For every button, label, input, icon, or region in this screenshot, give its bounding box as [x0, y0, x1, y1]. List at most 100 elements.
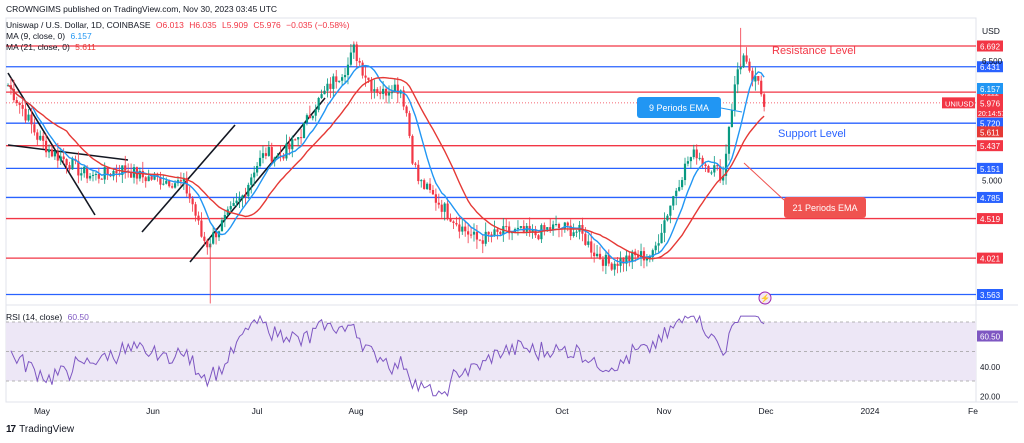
- candle-body: [719, 166, 722, 181]
- candle-body: [329, 83, 332, 89]
- publisher-text: CROWNGIMS published on TradingView.com, …: [6, 4, 278, 14]
- candle-body: [86, 166, 89, 179]
- ma9-legend[interactable]: MA (9, close, 0) 6.157: [6, 31, 95, 41]
- candle-body: [15, 100, 18, 104]
- candle-body: [742, 55, 745, 68]
- candle-body: [68, 165, 71, 170]
- candle-body: [695, 149, 698, 159]
- candle-body: [247, 184, 250, 197]
- candle-body: [610, 263, 613, 270]
- ma9-value: 6.157: [70, 31, 92, 41]
- candle-body: [168, 180, 171, 187]
- rsi-legend[interactable]: RSI (14, close) 60.50: [6, 312, 92, 322]
- candle-body: [724, 153, 728, 176]
- candle-body: [707, 166, 710, 173]
- candle-body: [384, 88, 388, 96]
- symbol-name: Uniswap / U.S. Dollar, 1D, COINBASE: [6, 20, 151, 30]
- candle-body: [713, 165, 716, 173]
- event-marker-glyph: ⚡: [760, 293, 770, 303]
- candle-body: [704, 164, 707, 167]
- candle-body: [487, 231, 490, 235]
- candle-body: [716, 165, 719, 167]
- candle-body: [540, 225, 543, 240]
- candle-body: [396, 84, 399, 94]
- candle-body: [91, 174, 95, 176]
- ma21-legend[interactable]: MA (21, close, 0) 5.611: [6, 42, 99, 52]
- candle-body: [678, 187, 681, 191]
- candle-body: [346, 64, 350, 76]
- price-badge: [977, 97, 1003, 118]
- candle-body: [387, 92, 391, 96]
- candle-body: [147, 176, 150, 182]
- candle-body: [666, 215, 669, 221]
- candle-body: [722, 175, 725, 181]
- candle-body: [282, 155, 285, 159]
- level-label: 6.431: [980, 63, 1001, 72]
- candle-body: [543, 225, 546, 230]
- candle-body: [200, 220, 203, 237]
- time-tick-label: Jun: [146, 406, 160, 416]
- candle-body: [97, 173, 100, 179]
- price-badge-label: 5.976: [980, 99, 1001, 108]
- time-tick-label: Jul: [252, 406, 263, 416]
- candle-body: [53, 151, 56, 157]
- support-annotation: Support Level: [778, 128, 846, 140]
- candle-body: [481, 240, 484, 244]
- candle-body: [338, 80, 341, 82]
- candle-body: [103, 167, 106, 180]
- candle-body: [364, 75, 367, 78]
- candle-body: [472, 231, 476, 235]
- candle-body: [244, 195, 247, 197]
- candle-body: [197, 215, 200, 221]
- candle-body: [625, 255, 628, 264]
- candle-body: [616, 263, 619, 266]
- candle-body: [651, 250, 654, 258]
- candle-body: [88, 175, 92, 179]
- price-badge: [977, 82, 1003, 94]
- candle-body: [689, 157, 692, 162]
- candle-body: [751, 70, 754, 82]
- candle-body: [71, 159, 74, 170]
- time-tick-label: May: [34, 406, 51, 416]
- level-badge: [977, 140, 1003, 152]
- ma21-label: MA (21, close, 0): [6, 42, 70, 52]
- candle-body: [305, 115, 309, 123]
- candle-body: [144, 177, 147, 182]
- candle-body: [745, 55, 748, 62]
- candle-body: [320, 94, 323, 98]
- annotations: Resistance Level Support Level 9 Periods E…: [637, 45, 866, 305]
- trend-channel-line: [141, 124, 236, 233]
- candle-body: [508, 226, 511, 234]
- level-label: 3.563: [980, 291, 1001, 300]
- candle-body: [683, 163, 687, 181]
- candle-body: [261, 153, 265, 158]
- candle-body: [379, 92, 382, 94]
- candle-body: [188, 193, 191, 199]
- rsi-axis-label: 20.00: [980, 392, 1001, 401]
- candle-body: [557, 223, 561, 228]
- rsi-badge: [977, 330, 1003, 342]
- candle-body: [736, 69, 739, 85]
- candle-body: [754, 76, 757, 82]
- candle-body: [302, 122, 306, 139]
- candle-body: [317, 97, 320, 110]
- time-tick-label: Aug: [348, 406, 363, 416]
- rsi-pane: 60.50 40.00 20.00: [6, 314, 1003, 401]
- candle-body: [36, 132, 39, 140]
- candle-body: [376, 89, 379, 93]
- price-tick-label: 6.500: [982, 57, 1003, 66]
- candle-body: [461, 226, 464, 232]
- candle-body: [30, 114, 33, 125]
- candle-body: [496, 229, 499, 232]
- level-label: 5.151: [980, 165, 1001, 174]
- candle-body: [341, 77, 344, 81]
- level-badge: [977, 252, 1003, 264]
- candle-body: [663, 220, 666, 233]
- tradingview-footer[interactable]: 17 TradingView: [6, 424, 74, 435]
- candle-body: [587, 241, 590, 245]
- horizontal-levels: [6, 45, 976, 296]
- candle-body: [314, 109, 317, 116]
- candle-body: [692, 149, 695, 158]
- candle-body: [505, 226, 508, 228]
